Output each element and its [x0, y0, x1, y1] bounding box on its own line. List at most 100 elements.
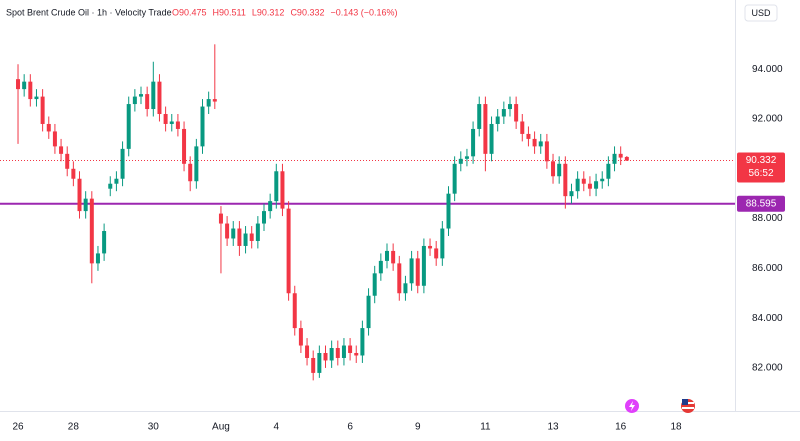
candle-body — [311, 357, 316, 373]
candle-body — [354, 352, 359, 356]
candle-body — [489, 123, 494, 154]
candle-body — [298, 328, 303, 346]
flag-icon-canton[interactable] — [682, 399, 688, 405]
last-price-label: 90.332 — [746, 155, 777, 166]
candle-body — [329, 348, 334, 361]
ohlc-value: C90.332 — [290, 7, 324, 17]
candle-body — [83, 198, 88, 212]
candle-body — [434, 248, 439, 259]
candle-body — [360, 328, 365, 356]
candle-body — [471, 128, 476, 157]
candle-body — [262, 211, 267, 224]
candle-body — [317, 352, 322, 373]
event-icon-glyph[interactable] — [629, 401, 635, 411]
candle-body — [335, 348, 340, 358]
candle-body — [157, 81, 162, 115]
candle-body — [452, 163, 457, 194]
candle-body — [102, 231, 107, 254]
level-label: 88.595 — [746, 198, 777, 209]
ohlc-value: L90.312 — [252, 7, 285, 17]
candle-body — [507, 104, 512, 110]
candle-body — [575, 178, 580, 192]
candle-body — [292, 293, 297, 329]
candle-body — [268, 201, 273, 212]
x-tick-label: 16 — [615, 422, 627, 433]
candle-body — [71, 168, 76, 179]
candle-body — [384, 250, 389, 261]
candle-body — [280, 171, 285, 209]
candle-body — [612, 153, 617, 164]
candle-body — [206, 99, 211, 107]
x-tick-label: 9 — [415, 422, 421, 433]
y-tick-label: 92.000 — [752, 114, 783, 125]
flag-icon[interactable] — [681, 399, 695, 413]
candle-body — [440, 228, 445, 259]
x-tick-label: 26 — [12, 422, 24, 433]
ohlc-value: H90.511 — [213, 7, 246, 17]
y-tick-label: 88.000 — [752, 213, 783, 224]
candle-body — [182, 128, 187, 164]
candle-body — [145, 94, 150, 110]
flag-icon-stripe[interactable] — [682, 407, 694, 409]
countdown-label: 56:52 — [748, 168, 773, 179]
candle-body — [305, 345, 310, 358]
candle-body — [464, 156, 469, 159]
candle-body — [231, 228, 236, 239]
event-icon[interactable] — [625, 399, 639, 413]
candle-body — [526, 133, 531, 139]
candle-body — [225, 223, 230, 239]
x-tick-label: 13 — [547, 422, 559, 433]
currency-box — [744, 4, 778, 22]
candle-body — [532, 138, 537, 147]
candle-body — [95, 253, 100, 264]
candle-body — [495, 116, 500, 124]
candle-body — [16, 79, 21, 90]
candle-body — [378, 260, 383, 274]
x-tick-label: Aug — [212, 422, 230, 433]
candle-body — [120, 148, 125, 179]
candle-body — [52, 131, 57, 147]
candle-body — [34, 96, 39, 100]
candle-body — [544, 141, 549, 162]
change-value: −0.143 (−0.16%) — [330, 7, 397, 17]
candle-body — [587, 183, 592, 189]
candle-body — [501, 109, 506, 117]
currency: USD — [751, 8, 771, 18]
candle-body — [132, 96, 137, 105]
ohlc-readout: O90.475 H90.511 L90.312 C90.332 −0.143 (−0.1… — [172, 7, 398, 17]
candle-body — [520, 121, 525, 134]
x-tick-label: 4 — [274, 422, 280, 433]
candle-body — [28, 81, 33, 100]
candle-body — [126, 104, 131, 149]
candle-body — [175, 121, 180, 129]
candle-body — [397, 263, 402, 294]
candle-body — [557, 163, 562, 177]
candle-body — [581, 178, 586, 184]
candle-body — [286, 208, 291, 294]
candle-body — [458, 158, 463, 164]
candle-body — [348, 345, 353, 353]
candle-body — [551, 161, 556, 177]
candle-body — [323, 352, 328, 361]
candle-body — [606, 163, 611, 179]
y-tick-label: 84.000 — [752, 313, 783, 324]
candle-body — [218, 213, 223, 224]
candle-body — [255, 223, 260, 241]
candle-body — [428, 245, 433, 249]
ohlc-value: O90.475 — [172, 7, 207, 17]
candle-body — [409, 258, 414, 284]
candle-body — [22, 81, 27, 90]
candle-body — [391, 250, 396, 264]
candle-body — [114, 178, 119, 184]
candle-body — [446, 193, 451, 229]
candle-body — [249, 233, 254, 241]
candle-body — [366, 295, 371, 329]
candle-body — [600, 178, 605, 182]
candle-body — [243, 233, 248, 246]
x-tick-label: 6 — [347, 422, 353, 433]
x-tick-label: 18 — [670, 422, 682, 433]
x-tick-label: 28 — [68, 422, 80, 433]
candle-body — [514, 104, 519, 122]
